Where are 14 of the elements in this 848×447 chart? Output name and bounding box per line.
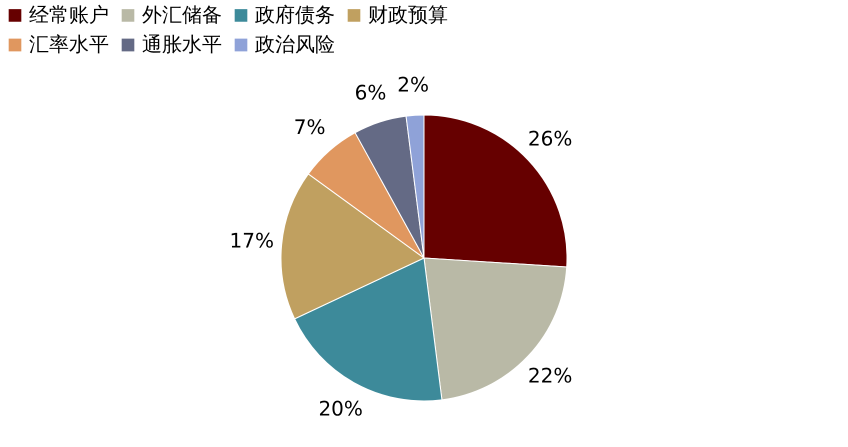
data-label: 17%	[230, 228, 274, 253]
legend-label: 政府债务	[255, 2, 335, 26]
legend-label: 汇率水平	[29, 32, 109, 56]
legend-label: 经常账户	[29, 2, 109, 26]
data-label: 2%	[397, 72, 430, 96]
data-label: 7%	[294, 115, 326, 140]
legend-label: 政治风险	[255, 32, 335, 56]
data-label: 20%	[318, 396, 363, 421]
data-label: 6%	[354, 80, 386, 104]
legend-label: 财政预算	[368, 2, 448, 26]
data-label: 26%	[528, 126, 572, 151]
legend-label: 外汇储备	[142, 2, 222, 26]
data-label: 22%	[528, 363, 572, 388]
legend-label: 通胀水平	[142, 32, 222, 56]
